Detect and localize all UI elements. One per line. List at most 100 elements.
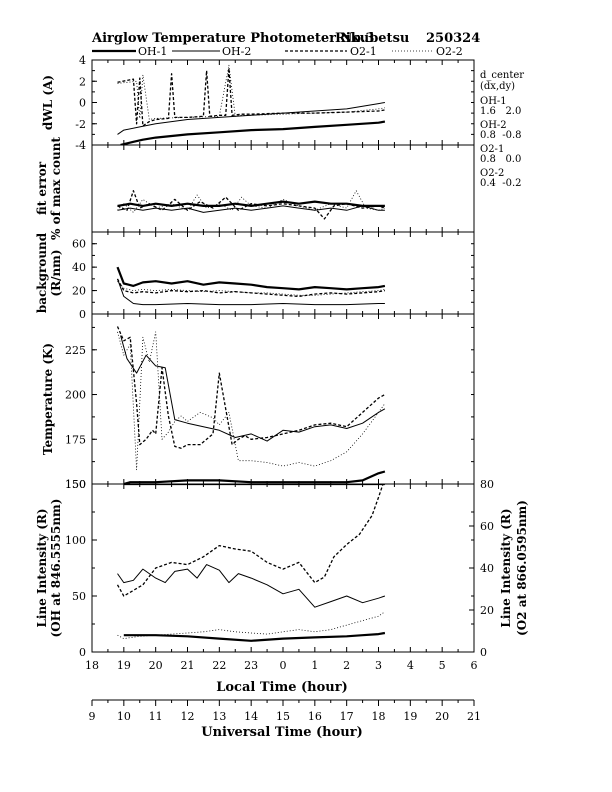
d-center-value-o22: 0.4 -0.2 bbox=[480, 178, 522, 189]
series-dwl-solid-thick-0 bbox=[120, 120, 386, 145]
y-axis-label: % of max count bbox=[49, 137, 63, 240]
series-intensity-solid-thick-0 bbox=[123, 631, 386, 642]
y-axis-label: (R/nm) bbox=[49, 249, 63, 296]
local-time-tick-label: 3 bbox=[375, 659, 382, 672]
y-tick-label: 4 bbox=[79, 54, 86, 67]
ut-tick-label: 16 bbox=[308, 710, 322, 723]
legend-label-oh2: OH-2 bbox=[222, 45, 251, 58]
d-center-name-o21: O2-1 bbox=[480, 144, 504, 155]
y-tick-label: 0 bbox=[79, 646, 86, 659]
universal-time-axis-label: Universal Time (hour) bbox=[201, 725, 363, 740]
y2-tick-label: 20 bbox=[480, 604, 494, 617]
universal-time-axis: 9 10 11 12 13 14 15 16 17 18 19 20 21 bbox=[89, 699, 481, 723]
ut-tick-label: 17 bbox=[340, 710, 354, 723]
legend-label-o22: O2-2 bbox=[436, 45, 463, 58]
figure-title: Airglow Temperature Photometer No.3 bbox=[91, 31, 374, 46]
y-tick-label: 175 bbox=[65, 433, 86, 446]
y-axis-label: fit error bbox=[35, 161, 49, 215]
ut-tick-label: 19 bbox=[403, 710, 417, 723]
d-center-name-oh2: OH-2 bbox=[480, 120, 507, 131]
y-axis-label: (OH at 846.5555nm) bbox=[49, 499, 63, 638]
series-dwl-dotted-3 bbox=[117, 64, 385, 120]
d-center-box: d_center (dx,dy) OH-1 1.6 2.0 OH-2 0.8 -… bbox=[480, 70, 524, 189]
panel-frame-dwl bbox=[91, 59, 475, 146]
local-time-tick-label: 22 bbox=[212, 659, 226, 672]
series-temp-dashed-2 bbox=[116, 326, 386, 449]
y-tick-label: -4 bbox=[75, 139, 86, 152]
panel-bg: 0 20 40 60 background (R/nm) bbox=[35, 231, 475, 321]
y-tick-label: 60 bbox=[72, 238, 86, 251]
series-temp-dotted-3 bbox=[117, 331, 386, 471]
y-axis-label: Line Intensity (R) bbox=[35, 508, 49, 627]
legend: OH-1 OH-2 O2-1 O2-2 bbox=[92, 45, 463, 58]
y-tick-label: 40 bbox=[72, 261, 86, 274]
d-center-subtitle: (dx,dy) bbox=[480, 81, 515, 92]
ut-tick-label: 18 bbox=[372, 710, 386, 723]
series-fiterr-dashed-2 bbox=[117, 190, 386, 220]
right-axis-label: Line Intensity (R) bbox=[499, 508, 513, 627]
local-time-tick-label: 6 bbox=[471, 659, 478, 672]
panel-dwl: -4 -2 0 2 4 dWL (A) bbox=[41, 54, 475, 152]
d-center-value-oh1: 1.6 2.0 bbox=[480, 106, 521, 117]
local-time-axis-label: Local Time (hour) bbox=[216, 680, 348, 695]
right-axis-label: (O2 at 866.0595nm) bbox=[515, 500, 529, 636]
legend-label-o21: O2-1 bbox=[350, 45, 377, 58]
ut-tick-label: 15 bbox=[276, 710, 290, 723]
panel-fiterr: fit error% of max count bbox=[35, 137, 475, 240]
d-center-title: d_center bbox=[480, 70, 524, 81]
ut-tick-label: 11 bbox=[149, 710, 163, 723]
series-intensity-dashed-2 bbox=[116, 484, 384, 597]
local-time-tick-label: 1 bbox=[311, 659, 318, 672]
panel-frame-bg bbox=[91, 231, 475, 315]
series-bg-solid-thick-0 bbox=[116, 266, 386, 291]
y-tick-label: -2 bbox=[75, 118, 86, 131]
panel-frame-fiterr bbox=[91, 144, 475, 233]
panels: -4 -2 0 2 4 dWL (A) fit error% of max count 0 20… bbox=[35, 54, 529, 659]
station-name: Rikubetsu bbox=[335, 31, 409, 46]
ut-tick-label: 9 bbox=[89, 710, 96, 723]
panel-frame-intensity bbox=[91, 483, 475, 653]
series-intensity-solid-thin-1 bbox=[117, 564, 386, 608]
y-tick-label: 0 bbox=[79, 308, 86, 321]
series-bg-dotted-3 bbox=[117, 280, 385, 296]
d-center-name-o22: O2-2 bbox=[480, 168, 504, 179]
ut-tick-label: 20 bbox=[435, 710, 449, 723]
ut-tick-label: 10 bbox=[117, 710, 131, 723]
y2-tick-label: 80 bbox=[480, 478, 494, 491]
panel-frame-temp bbox=[91, 313, 475, 485]
y-tick-label: 150 bbox=[65, 478, 86, 491]
y-axis-label: dWL (A) bbox=[41, 75, 55, 130]
ut-tick-label: 13 bbox=[212, 710, 226, 723]
y-tick-label: 100 bbox=[65, 534, 86, 547]
series-intensity-dotted-3 bbox=[117, 611, 386, 639]
series-fiterr-solid-thick-0 bbox=[117, 200, 385, 207]
d-center-name-oh1: OH-1 bbox=[480, 96, 507, 107]
y-axis-label: Temperature (K) bbox=[41, 343, 55, 455]
y-tick-label: 0 bbox=[79, 97, 86, 110]
y-tick-label: 50 bbox=[72, 590, 86, 603]
series-temp-solid-thick-0 bbox=[123, 470, 386, 484]
series-dwl-dashed-2 bbox=[117, 67, 386, 127]
legend-label-oh1: OH-1 bbox=[138, 45, 167, 58]
y2-tick-label: 60 bbox=[480, 520, 494, 533]
y-tick-label: 200 bbox=[65, 389, 86, 402]
series-fiterr-dotted-3 bbox=[117, 190, 386, 213]
d-center-value-o21: 0.8 0.0 bbox=[480, 154, 521, 165]
local-time-tick-label: 5 bbox=[439, 659, 446, 672]
ut-tick-label: 12 bbox=[181, 710, 195, 723]
date-label: 250324 bbox=[426, 31, 480, 46]
local-time-axis: 18 19 20 21 22 23 0 1 2 3 4 5 6 bbox=[85, 659, 478, 672]
local-time-tick-label: 18 bbox=[85, 659, 99, 672]
y-tick-label: 20 bbox=[72, 285, 86, 298]
series-temp-solid-thin-1 bbox=[120, 335, 386, 442]
ut-tick-label: 14 bbox=[244, 710, 258, 723]
y-tick-label: 2 bbox=[79, 75, 86, 88]
ut-tick-label: 21 bbox=[467, 710, 481, 723]
panel-temp: 150 175 200 225 Temperature (K) bbox=[41, 313, 475, 491]
local-time-tick-label: 4 bbox=[407, 659, 414, 672]
local-time-tick-label: 20 bbox=[149, 659, 163, 672]
y-axis-label: background bbox=[35, 232, 49, 313]
series-fiterr-solid-thin-1 bbox=[117, 205, 385, 213]
